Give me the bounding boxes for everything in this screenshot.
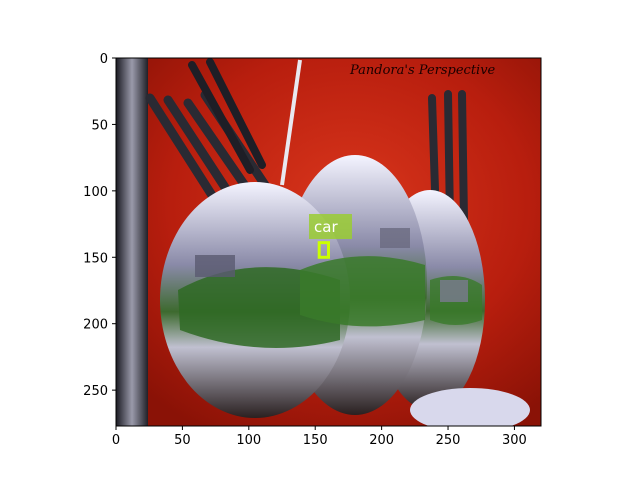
x-tick-label: 250 [436, 433, 461, 448]
cup-shape [410, 388, 530, 426]
x-tick-label: 200 [369, 433, 394, 448]
axes-frame [115, 57, 542, 427]
fork-tines-center [188, 58, 266, 174]
reflection-car-1 [195, 255, 235, 277]
y-tick-label: 150 [83, 251, 108, 266]
watermark-text: Pandora's Perspective [349, 63, 496, 78]
y-tick-label: 50 [91, 118, 108, 133]
x-tick-label: 50 [174, 433, 191, 448]
x-tick-label: 100 [236, 433, 261, 448]
y-tick-label: 100 [83, 185, 108, 200]
reflection-foliage-left [178, 267, 340, 348]
y-axis: 0 50 100 150 200 250 [83, 52, 116, 399]
x-tick-label: 150 [303, 433, 328, 448]
x-axis: 0 50 100 150 200 250 300 [112, 426, 527, 448]
reflection-foliage-middle [300, 256, 425, 327]
left-utensil [116, 58, 148, 426]
photo: Pandora's Perspective car [116, 58, 541, 426]
x-tick-label: 0 [112, 433, 120, 448]
detection-label-box [309, 214, 352, 239]
detection-label: car [314, 218, 338, 236]
reflection-car-2 [380, 228, 410, 248]
y-tick-label: 200 [83, 318, 108, 333]
detection-box [317, 241, 330, 259]
y-tick-label: 0 [100, 52, 108, 67]
x-tick-label: 300 [502, 433, 527, 448]
reflection-car-3 [440, 280, 468, 302]
utensil-highlight [280, 59, 302, 186]
y-tick-label: 250 [83, 384, 108, 399]
